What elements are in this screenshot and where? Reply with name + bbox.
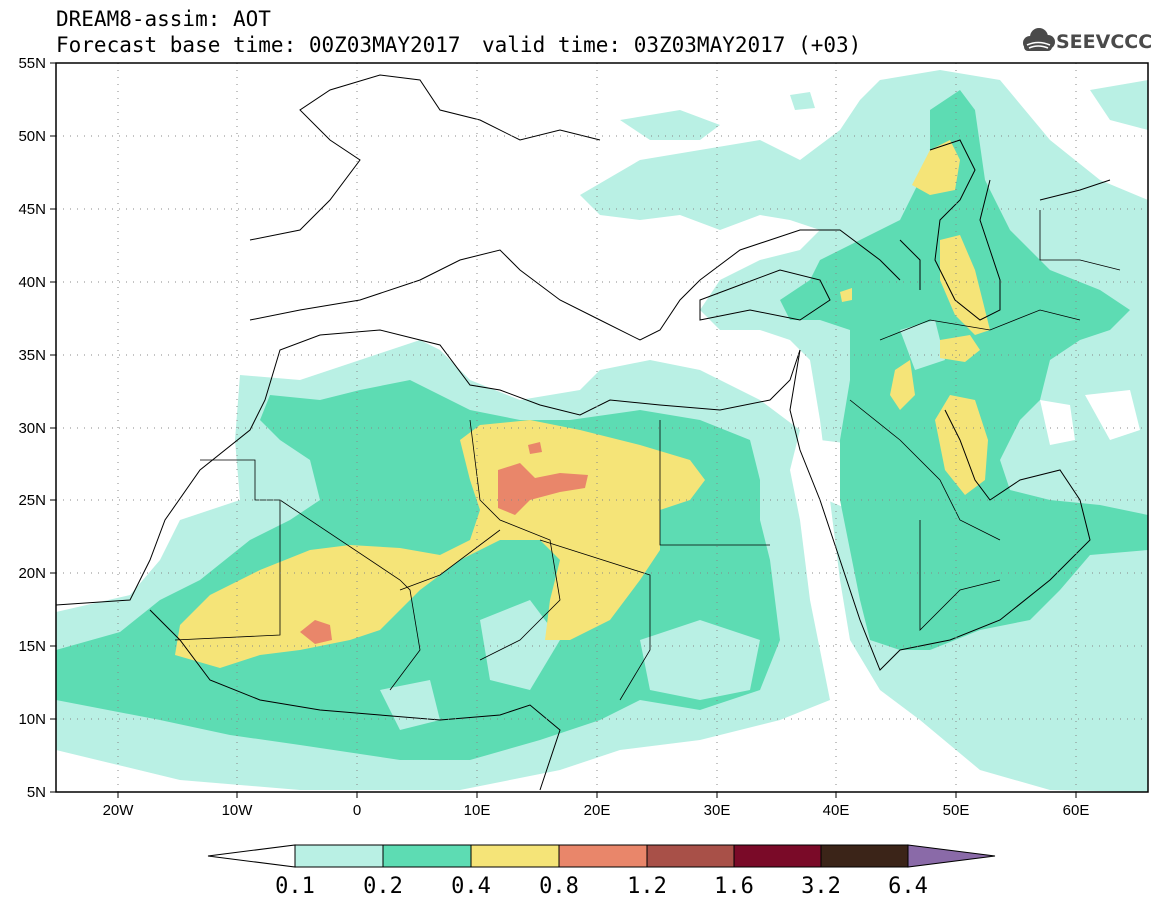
- logo-text: SEEVCCC: [1056, 31, 1153, 53]
- colorbar-box: [470, 844, 560, 868]
- colorbar-label: 0.4: [451, 874, 491, 899]
- colorbar-label: 1.6: [714, 874, 754, 899]
- cloud-icon: [1023, 28, 1055, 51]
- x-tick-label: 50E: [943, 802, 970, 819]
- x-tick-label: 0: [353, 802, 361, 819]
- map-title: DREAM8-assim: AOT: [56, 7, 271, 31]
- x-tick-label: 20E: [584, 802, 611, 819]
- x-tick-label: 60E: [1063, 802, 1090, 819]
- x-tick-label: 30E: [704, 802, 731, 819]
- contour-level-0.8: [300, 442, 588, 644]
- y-tick-label: 35N: [18, 347, 46, 364]
- y-tick-label: 50N: [18, 128, 46, 145]
- colorbar-box: [646, 844, 735, 868]
- y-tick-label: 20N: [18, 565, 46, 582]
- colorbar-label: 0.1: [275, 874, 315, 899]
- colorbar-box: [558, 844, 648, 868]
- colorbar-label: 3.2: [801, 874, 841, 899]
- y-tick-label: 5N: [27, 784, 46, 801]
- x-tick-label: 40E: [823, 802, 850, 819]
- y-tick-label: 40N: [18, 274, 46, 291]
- colorbar-label: 6.4: [888, 874, 928, 899]
- tick-marks: [50, 62, 1077, 798]
- colorbar-box: [820, 844, 909, 868]
- forecast-base-time: Forecast base time: 00Z03MAY2017: [56, 33, 461, 57]
- x-tick-label: 10E: [464, 802, 491, 819]
- grid-lines: [56, 63, 1148, 792]
- x-tick-label: 10W: [222, 802, 254, 819]
- colorbar-low-arrow: [207, 844, 296, 868]
- country-borders: [174, 210, 1121, 701]
- colorbar-box: [294, 844, 384, 868]
- colorbar-box: [382, 844, 472, 868]
- y-tick-label: 25N: [18, 492, 46, 509]
- y-tick-label: 55N: [18, 55, 46, 72]
- contour-inner-low: [380, 320, 945, 730]
- x-tick-label: 20W: [103, 802, 135, 819]
- y-tick-label: 30N: [18, 420, 46, 437]
- colorbar-high-arrow: [907, 844, 996, 868]
- colorbar-label: 1.2: [627, 874, 667, 899]
- colorbar-label: 0.8: [539, 874, 579, 899]
- y-tick-label: 45N: [18, 201, 46, 218]
- colorbar-box: [733, 844, 822, 868]
- y-tick-label: 10N: [18, 711, 46, 728]
- valid-time: valid time: 03Z03MAY2017 (+03): [482, 33, 862, 57]
- y-tick-label: 15N: [18, 638, 46, 655]
- colorbar: [207, 844, 996, 868]
- aot-contours: [56, 70, 1148, 792]
- colorbar-label: 0.2: [363, 874, 403, 899]
